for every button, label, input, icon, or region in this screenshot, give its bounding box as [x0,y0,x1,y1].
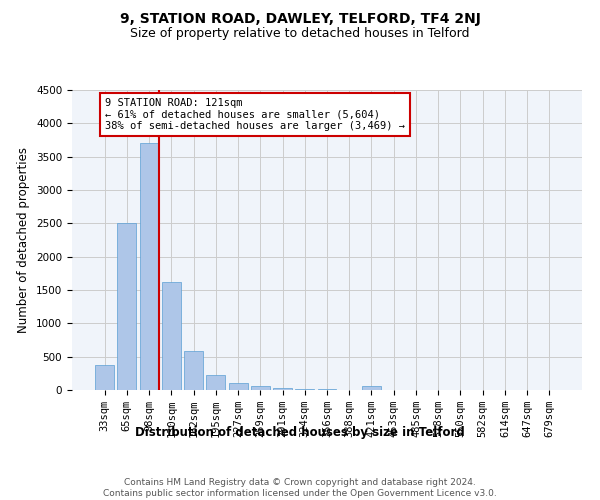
Bar [251,386,270,390]
Bar [162,282,181,390]
Text: 9 STATION ROAD: 121sqm
← 61% of detached houses are smaller (5,604)
38% of semi-: 9 STATION ROAD: 121sqm ← 61% of detached… [105,98,405,131]
Bar [229,382,248,390]
Text: Contains HM Land Registry data © Crown copyright and database right 2024.
Contai: Contains HM Land Registry data © Crown c… [103,478,497,498]
Y-axis label: Number of detached properties: Number of detached properties [17,147,31,333]
Bar [295,388,314,390]
Bar [362,386,381,390]
Bar [118,224,136,390]
Bar [95,366,114,390]
Bar [140,144,158,390]
Bar [206,374,225,390]
Text: 9, STATION ROAD, DAWLEY, TELFORD, TF4 2NJ: 9, STATION ROAD, DAWLEY, TELFORD, TF4 2N… [119,12,481,26]
Bar [273,388,292,390]
Text: Distribution of detached houses by size in Telford: Distribution of detached houses by size … [135,426,465,439]
Bar [184,350,203,390]
Text: Size of property relative to detached houses in Telford: Size of property relative to detached ho… [130,28,470,40]
